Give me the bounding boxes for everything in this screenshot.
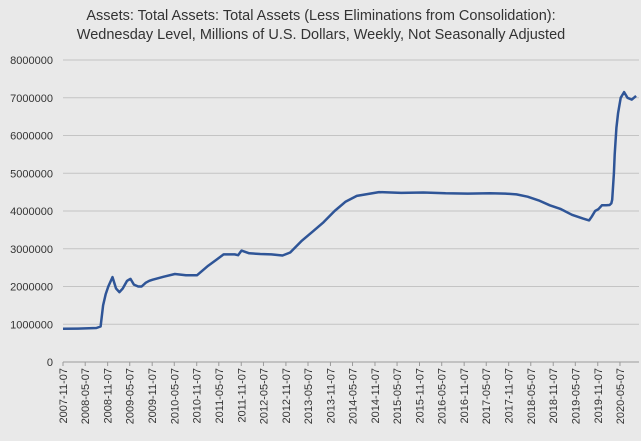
x-axis-labels: 2007-11-07 2008-05-07 2008-11-07 2009-05-07…	[58, 362, 627, 424]
x-tick-label: 2009-11-07	[147, 368, 159, 423]
x-tick-label: 2008-05-07	[80, 368, 92, 424]
y-tick-label: 6000000	[10, 131, 53, 143]
x-tick-label: 2018-11-07	[548, 368, 560, 423]
x-tick-label: 2016-05-07	[437, 368, 449, 424]
series-line	[62, 90, 637, 331]
x-tick-label: 2009-05-07	[125, 368, 137, 424]
x-tick-label: 2011-05-07	[214, 368, 226, 423]
y-tick-label: 8000000	[10, 55, 53, 67]
x-tick-label: 2015-11-07	[415, 368, 427, 423]
x-tick-label: 2015-05-07	[392, 368, 404, 424]
x-tick-label: 2017-11-07	[504, 368, 516, 423]
x-tick-label: 2019-11-07	[593, 368, 605, 423]
chart-title-line-1: Assets: Total Assets: Total Assets (Less…	[86, 8, 555, 24]
y-tick-label: 1000000	[10, 319, 53, 331]
chart-title-line-2: Wednesday Level, Millions of U.S. Dollar…	[77, 27, 565, 43]
x-tick-label: 2018-05-07	[526, 368, 538, 424]
x-tick-label: 2016-11-07	[459, 368, 471, 423]
gridlines	[63, 59, 639, 363]
series-layer	[62, 90, 637, 331]
x-tick-label: 2014-11-07	[370, 368, 382, 423]
x-tick-label: 2010-05-07	[169, 368, 181, 424]
x-tick-label: 2013-11-07	[325, 368, 337, 423]
x-tick-label: 2011-11-07	[236, 368, 248, 423]
x-tick-label: 2013-05-07	[303, 368, 315, 424]
x-tick-label: 2008-11-07	[103, 368, 115, 423]
y-tick-label: 2000000	[10, 282, 53, 294]
x-tick-label: 2012-11-07	[281, 368, 293, 423]
x-tick-label: 2010-11-07	[192, 368, 204, 423]
x-tick-label: 2019-05-07	[570, 368, 582, 424]
x-tick-label: 2017-05-07	[481, 368, 493, 424]
x-tick-label: 2020-05-07	[615, 368, 627, 424]
y-tick-label: 4000000	[10, 206, 53, 218]
y-tick-label: 0	[47, 357, 53, 369]
y-axis-labels: 0 1000000 2000000 3000000 4000000 5000000 6000…	[10, 55, 53, 369]
x-tick-label: 2014-05-07	[348, 368, 360, 424]
y-tick-label: 3000000	[10, 244, 53, 256]
y-tick-label: 7000000	[10, 93, 53, 105]
x-tick-label: 2012-05-07	[258, 368, 270, 424]
x-tick-label: 2007-11-07	[58, 368, 70, 423]
y-tick-label: 5000000	[10, 168, 53, 180]
